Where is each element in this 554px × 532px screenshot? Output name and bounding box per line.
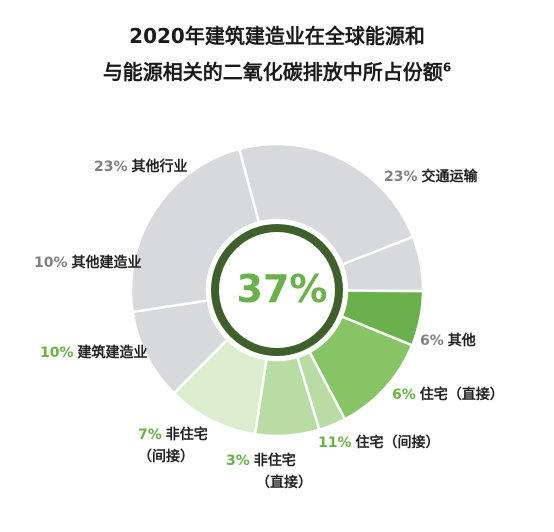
label-transport-pct: 23%	[384, 169, 418, 185]
chart-title: 2020年建筑建造业在全球能源和 与能源相关的二氧化碳排放中所占份额6	[0, 18, 554, 90]
center-disc	[219, 232, 335, 348]
label-transport-name: 交通运输	[421, 169, 478, 185]
label-other-industry-pct: 23%	[94, 159, 128, 175]
label-nonres-indirect-pct: 7%	[138, 427, 162, 443]
label-nonres-indirect-name2: （间接）	[138, 449, 194, 465]
label-res-indirect-name: 住宅（间接）	[355, 435, 440, 451]
label-other-pct: 6%	[420, 333, 444, 349]
footnote-marker: 6	[442, 60, 452, 75]
label-bldg-construction-name: 建筑建造业	[77, 345, 148, 361]
donut-slices	[129, 142, 425, 438]
label-other: 6% 其他	[420, 330, 476, 352]
label-nonres-indirect-name: 非住宅	[165, 427, 208, 443]
label-res-indirect-pct: 11%	[318, 435, 352, 451]
label-other-construction: 10% 其他建造业	[34, 252, 142, 274]
label-transport: 23% 交通运输	[384, 166, 478, 188]
slice-8	[129, 147, 261, 314]
label-nonres-direct-pct: 3%	[226, 453, 250, 469]
slice-0	[237, 142, 415, 267]
label-res-direct-pct: 6%	[392, 387, 416, 403]
chart-title-line-2: 与能源相关的二氧化碳排放中所占份额6	[0, 54, 554, 90]
label-bldg-construction: 10% 建筑建造业	[40, 342, 148, 364]
label-other-construction-name: 其他建造业	[71, 255, 142, 271]
label-nonres-indirect: 7% 非住宅 （间接）	[138, 424, 208, 468]
chart-title-line-1: 2020年建筑建造业在全球能源和	[129, 24, 425, 48]
label-other-construction-pct: 10%	[34, 255, 68, 271]
label-nonres-direct-name: 非住宅	[253, 453, 296, 469]
label-other-name: 其他	[447, 333, 476, 349]
label-res-indirect: 11% 住宅（间接）	[318, 432, 440, 454]
label-nonres-direct-name2: （直接）	[256, 475, 312, 491]
label-other-industry: 23% 其他行业	[94, 156, 188, 178]
label-nonres-direct: 3% 非住宅 （直接）	[226, 450, 312, 494]
label-other-industry-name: 其他行业	[131, 159, 188, 175]
label-res-direct: 6% 住宅（直接）	[392, 384, 504, 406]
label-bldg-construction-pct: 10%	[40, 345, 74, 361]
label-res-direct-name: 住宅（直接）	[419, 387, 504, 403]
chart-title-line-2-text: 与能源相关的二氧化碳排放中所占份额	[102, 60, 443, 84]
center-value: 37%	[236, 267, 328, 311]
